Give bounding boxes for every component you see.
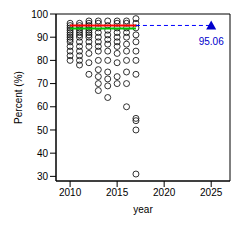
svg-text:60: 60 — [37, 101, 49, 112]
svg-text:50: 50 — [37, 125, 49, 136]
svg-text:100: 100 — [31, 9, 48, 20]
svg-text:80: 80 — [37, 55, 49, 66]
svg-text:30: 30 — [37, 171, 49, 182]
svg-text:2015: 2015 — [106, 187, 129, 198]
svg-text:year: year — [133, 204, 153, 215]
svg-text:70: 70 — [37, 78, 49, 89]
svg-text:40: 40 — [37, 148, 49, 159]
svg-text:Percent (%): Percent (%) — [13, 71, 24, 124]
svg-text:2010: 2010 — [59, 187, 82, 198]
svg-text:2025: 2025 — [200, 187, 223, 198]
svg-text:95.06: 95.06 — [199, 36, 224, 47]
svg-text:2020: 2020 — [153, 187, 176, 198]
svg-text:90: 90 — [37, 32, 49, 43]
